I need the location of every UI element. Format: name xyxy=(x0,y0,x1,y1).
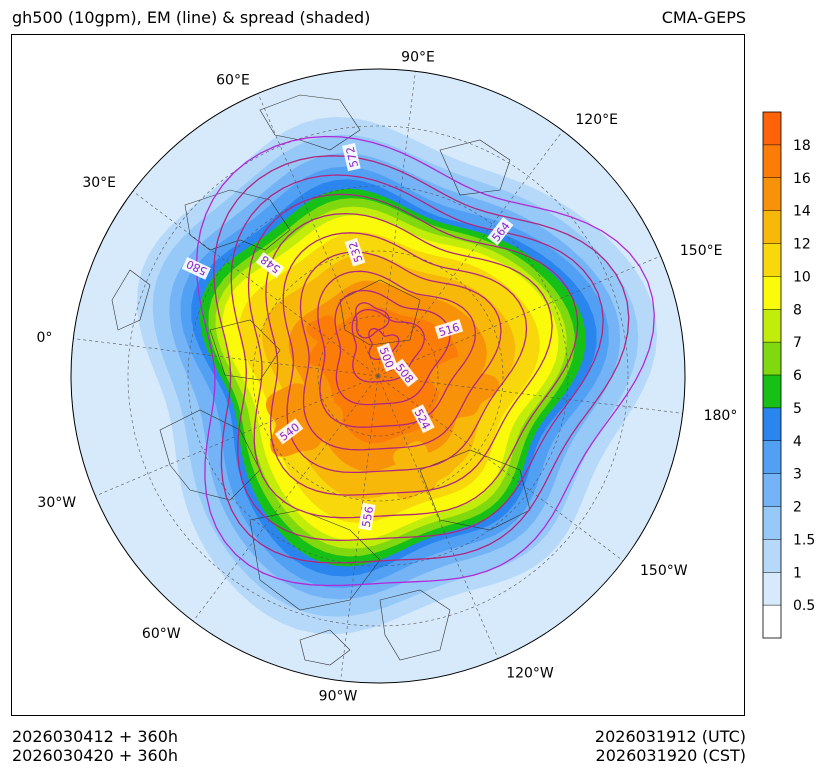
colorbar-segment xyxy=(763,572,781,606)
spread-maximum xyxy=(393,441,456,500)
coastlines xyxy=(111,94,531,666)
colorbar-segment xyxy=(763,243,781,277)
longitude-label: 0° xyxy=(36,330,52,346)
colorbar-segment xyxy=(763,309,781,343)
contour-label-text: 532 xyxy=(346,240,365,264)
colorbar-tick-label: 4 xyxy=(793,434,802,450)
longitude-label: 120°W xyxy=(506,665,554,681)
longitude-label: 180° xyxy=(704,408,738,424)
init-time-cst: 2026030420 + 360h xyxy=(12,746,179,765)
graticule xyxy=(73,71,683,681)
height-contour xyxy=(299,251,502,451)
colorbar-tick-label: 1.5 xyxy=(793,532,815,548)
colorbar-segment xyxy=(763,605,781,639)
height-contour xyxy=(213,155,630,564)
height-contour xyxy=(230,174,604,541)
coastline xyxy=(209,319,281,381)
colorbar-segment xyxy=(763,210,781,244)
colorbar-segment xyxy=(763,539,781,573)
longitude-labels: 60°W 90°W 30°W 120°W 0° 150°W 30°E 180° 60°E 150°… xyxy=(36,49,737,704)
contour-label-text: 556 xyxy=(360,505,376,528)
colorbar-segment xyxy=(763,276,781,310)
coastline xyxy=(259,94,361,151)
spread-maximum xyxy=(429,357,500,424)
colorbar-tick-label: 18 xyxy=(793,138,811,154)
valid-time-cst: 2026031920 (CST) xyxy=(595,746,746,765)
height-contours xyxy=(195,135,655,587)
colorbar-tick-label: 0.5 xyxy=(793,598,815,614)
longitude-label: 150°W xyxy=(640,563,688,579)
colorbar-tick-label: 12 xyxy=(793,237,811,253)
colorbar-segment xyxy=(763,375,781,408)
contour-label-text: 516 xyxy=(437,321,461,340)
spread-maximum xyxy=(306,315,362,366)
colorbar-tick-label: 16 xyxy=(793,171,811,187)
colorbar-tick-label: 6 xyxy=(793,368,802,384)
map-frame xyxy=(11,34,745,716)
coastline xyxy=(419,449,531,531)
colorbar-tick-label: 5 xyxy=(793,401,802,417)
colorbar-segment xyxy=(763,112,781,145)
longitude-label: 60°E xyxy=(216,73,250,89)
colorbar-segment xyxy=(763,407,781,441)
valid-time-utc: 2026031912 (UTC) xyxy=(594,727,746,746)
colorbar-segment xyxy=(763,506,781,540)
colorbar-segment xyxy=(763,144,781,178)
longitude-label: 150°E xyxy=(680,243,723,259)
map-boundary xyxy=(70,68,686,684)
height-contour xyxy=(195,135,655,587)
model-name: CMA-GEPS xyxy=(661,8,746,27)
colorbar-tick-label: 10 xyxy=(793,269,811,285)
longitude-label: 30°E xyxy=(82,175,116,191)
contour-label: 556 xyxy=(358,502,376,531)
coastline xyxy=(379,589,451,661)
longitude-label: 60°W xyxy=(142,626,181,642)
colorbar-segment xyxy=(763,177,781,211)
latitude-circle xyxy=(252,250,504,502)
contour-label-text: 572 xyxy=(344,145,361,168)
latitude-circle xyxy=(317,315,439,437)
init-time-utc: 2026030412 + 360h xyxy=(12,727,179,746)
colorbar-tick-label: 7 xyxy=(793,335,802,351)
longitude-label: 120°E xyxy=(575,112,618,128)
coastline xyxy=(439,139,511,196)
coastline xyxy=(339,279,421,346)
height-contour xyxy=(354,302,390,339)
height-contour xyxy=(334,289,451,406)
height-contour xyxy=(247,193,579,519)
contour-label: 516 xyxy=(434,319,464,340)
chart-title: gh500 (10gpm), EM (line) & spread (shade… xyxy=(12,8,371,27)
latitude-circle xyxy=(127,125,629,627)
colorbar-tick-label: 14 xyxy=(793,204,811,220)
longitude-label: 30°W xyxy=(37,495,76,511)
longitude-label: 90°W xyxy=(319,689,358,705)
colorbar-segment xyxy=(763,440,781,474)
contour-label: 532 xyxy=(344,237,366,267)
longitude-label: 90°E xyxy=(401,49,435,65)
colorbar-segment xyxy=(763,473,781,507)
contour-label: 572 xyxy=(342,142,361,172)
colorbar-tick-label: 8 xyxy=(793,302,802,318)
coastline xyxy=(111,269,151,331)
height-contour xyxy=(282,232,528,474)
coastline xyxy=(159,409,261,501)
colorbar-tick-label: 1 xyxy=(793,565,802,581)
colorbar-segment xyxy=(763,342,781,376)
latitude-circle xyxy=(187,185,569,567)
coastline xyxy=(299,629,351,666)
colorbar-tick-label: 2 xyxy=(793,500,802,516)
height-contour xyxy=(265,212,553,496)
colorbar-tick-label: 3 xyxy=(793,467,802,483)
colorbar: 0.5 1 1.5 2 3 4 5 6 7 8 10 12 14 16 18 xyxy=(762,111,815,639)
